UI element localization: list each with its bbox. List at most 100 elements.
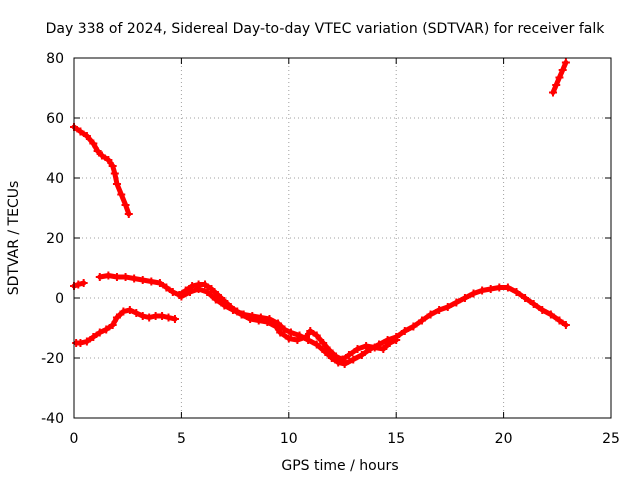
data-point [426, 310, 435, 319]
data-point [138, 312, 147, 320]
data-point [82, 337, 91, 346]
data-point [340, 360, 349, 368]
data-point [271, 322, 280, 331]
data-point [124, 210, 133, 218]
data-point [555, 73, 564, 82]
data-point [549, 88, 558, 97]
data-point [379, 345, 388, 353]
data-point [555, 316, 564, 325]
x-tick-label: 5 [177, 431, 186, 447]
data-point [338, 355, 347, 364]
data-point [280, 325, 289, 334]
data-point [158, 312, 167, 320]
data-point [121, 201, 130, 209]
data-point [82, 132, 91, 140]
data-points [70, 58, 570, 368]
data-point [417, 316, 426, 325]
x-tick-label: 10 [280, 431, 298, 447]
data-point [362, 342, 371, 350]
data-point [185, 288, 194, 296]
data-point [521, 294, 530, 302]
data-point [228, 306, 237, 314]
data-point [164, 313, 173, 322]
data-point [357, 351, 366, 359]
data-point [155, 279, 164, 287]
data-point [529, 300, 538, 308]
x-tick-label: 0 [70, 431, 79, 447]
data-point [121, 273, 130, 281]
data-point [546, 310, 555, 319]
data-point [561, 321, 570, 329]
data-point [460, 294, 469, 302]
data-point [353, 345, 362, 353]
data-point [435, 306, 444, 314]
data-point [177, 292, 186, 301]
data-point [112, 273, 121, 281]
y-tick-label: 60 [46, 111, 64, 127]
data-point [486, 285, 495, 293]
data-point [512, 288, 521, 296]
data-point [110, 169, 119, 178]
data-point [93, 147, 102, 155]
data-point [147, 277, 156, 286]
data-point [312, 340, 321, 349]
data-point [263, 318, 272, 326]
data-point [385, 339, 394, 347]
data-point [400, 327, 409, 335]
data-point [319, 339, 328, 347]
data-point [108, 321, 117, 329]
x-tick-label: 25 [602, 431, 620, 447]
y-tick-label: -40 [41, 411, 64, 427]
data-point [168, 288, 177, 296]
data-point [104, 156, 113, 164]
data-point [145, 313, 154, 322]
x-tick-label: 20 [495, 431, 513, 447]
data-point [95, 328, 104, 337]
data-point [469, 289, 478, 298]
data-point [392, 336, 401, 344]
series-track [71, 124, 132, 217]
data-point [108, 162, 117, 170]
data-point [102, 325, 111, 334]
data-point [286, 328, 295, 337]
data-point [301, 333, 310, 341]
data-point [443, 303, 452, 311]
data-point [211, 295, 220, 304]
data-point [201, 280, 210, 289]
y-tick-label: -20 [41, 351, 64, 367]
data-point [76, 339, 85, 347]
data-point [89, 333, 98, 341]
data-point [89, 139, 98, 148]
data-point [170, 315, 179, 323]
data-point [409, 322, 418, 331]
data-point [138, 276, 147, 284]
data-point [370, 343, 379, 352]
data-point [203, 288, 212, 296]
y-tick-label: 0 [55, 291, 64, 307]
data-point [325, 346, 334, 355]
data-point [538, 306, 547, 314]
axis-ticks: 0 5 10 15 20 25 -40 -20 0 20 40 60 80 [41, 51, 620, 447]
chart-title: Day 338 of 2024, Sidereal Day-to-day VTE… [46, 21, 606, 37]
y-axis-label: SDTVAR / TECUs [6, 181, 22, 296]
data-point [254, 316, 263, 325]
data-point [119, 307, 128, 316]
series-track [73, 307, 178, 346]
data-point [276, 328, 285, 337]
x-tick-label: 15 [387, 431, 405, 447]
data-point [246, 315, 255, 323]
data-point [194, 285, 203, 293]
data-point [97, 151, 106, 160]
data-point [349, 355, 358, 364]
data-point [344, 351, 353, 359]
data-point [478, 286, 487, 295]
data-point [125, 306, 134, 314]
data-point [162, 283, 171, 292]
data-point [552, 81, 561, 89]
y-tick-label: 80 [46, 51, 64, 67]
y-tick-label: 40 [46, 171, 64, 187]
data-point [130, 274, 139, 283]
data-point [561, 58, 570, 67]
data-point [95, 273, 104, 281]
data-point [112, 180, 121, 188]
